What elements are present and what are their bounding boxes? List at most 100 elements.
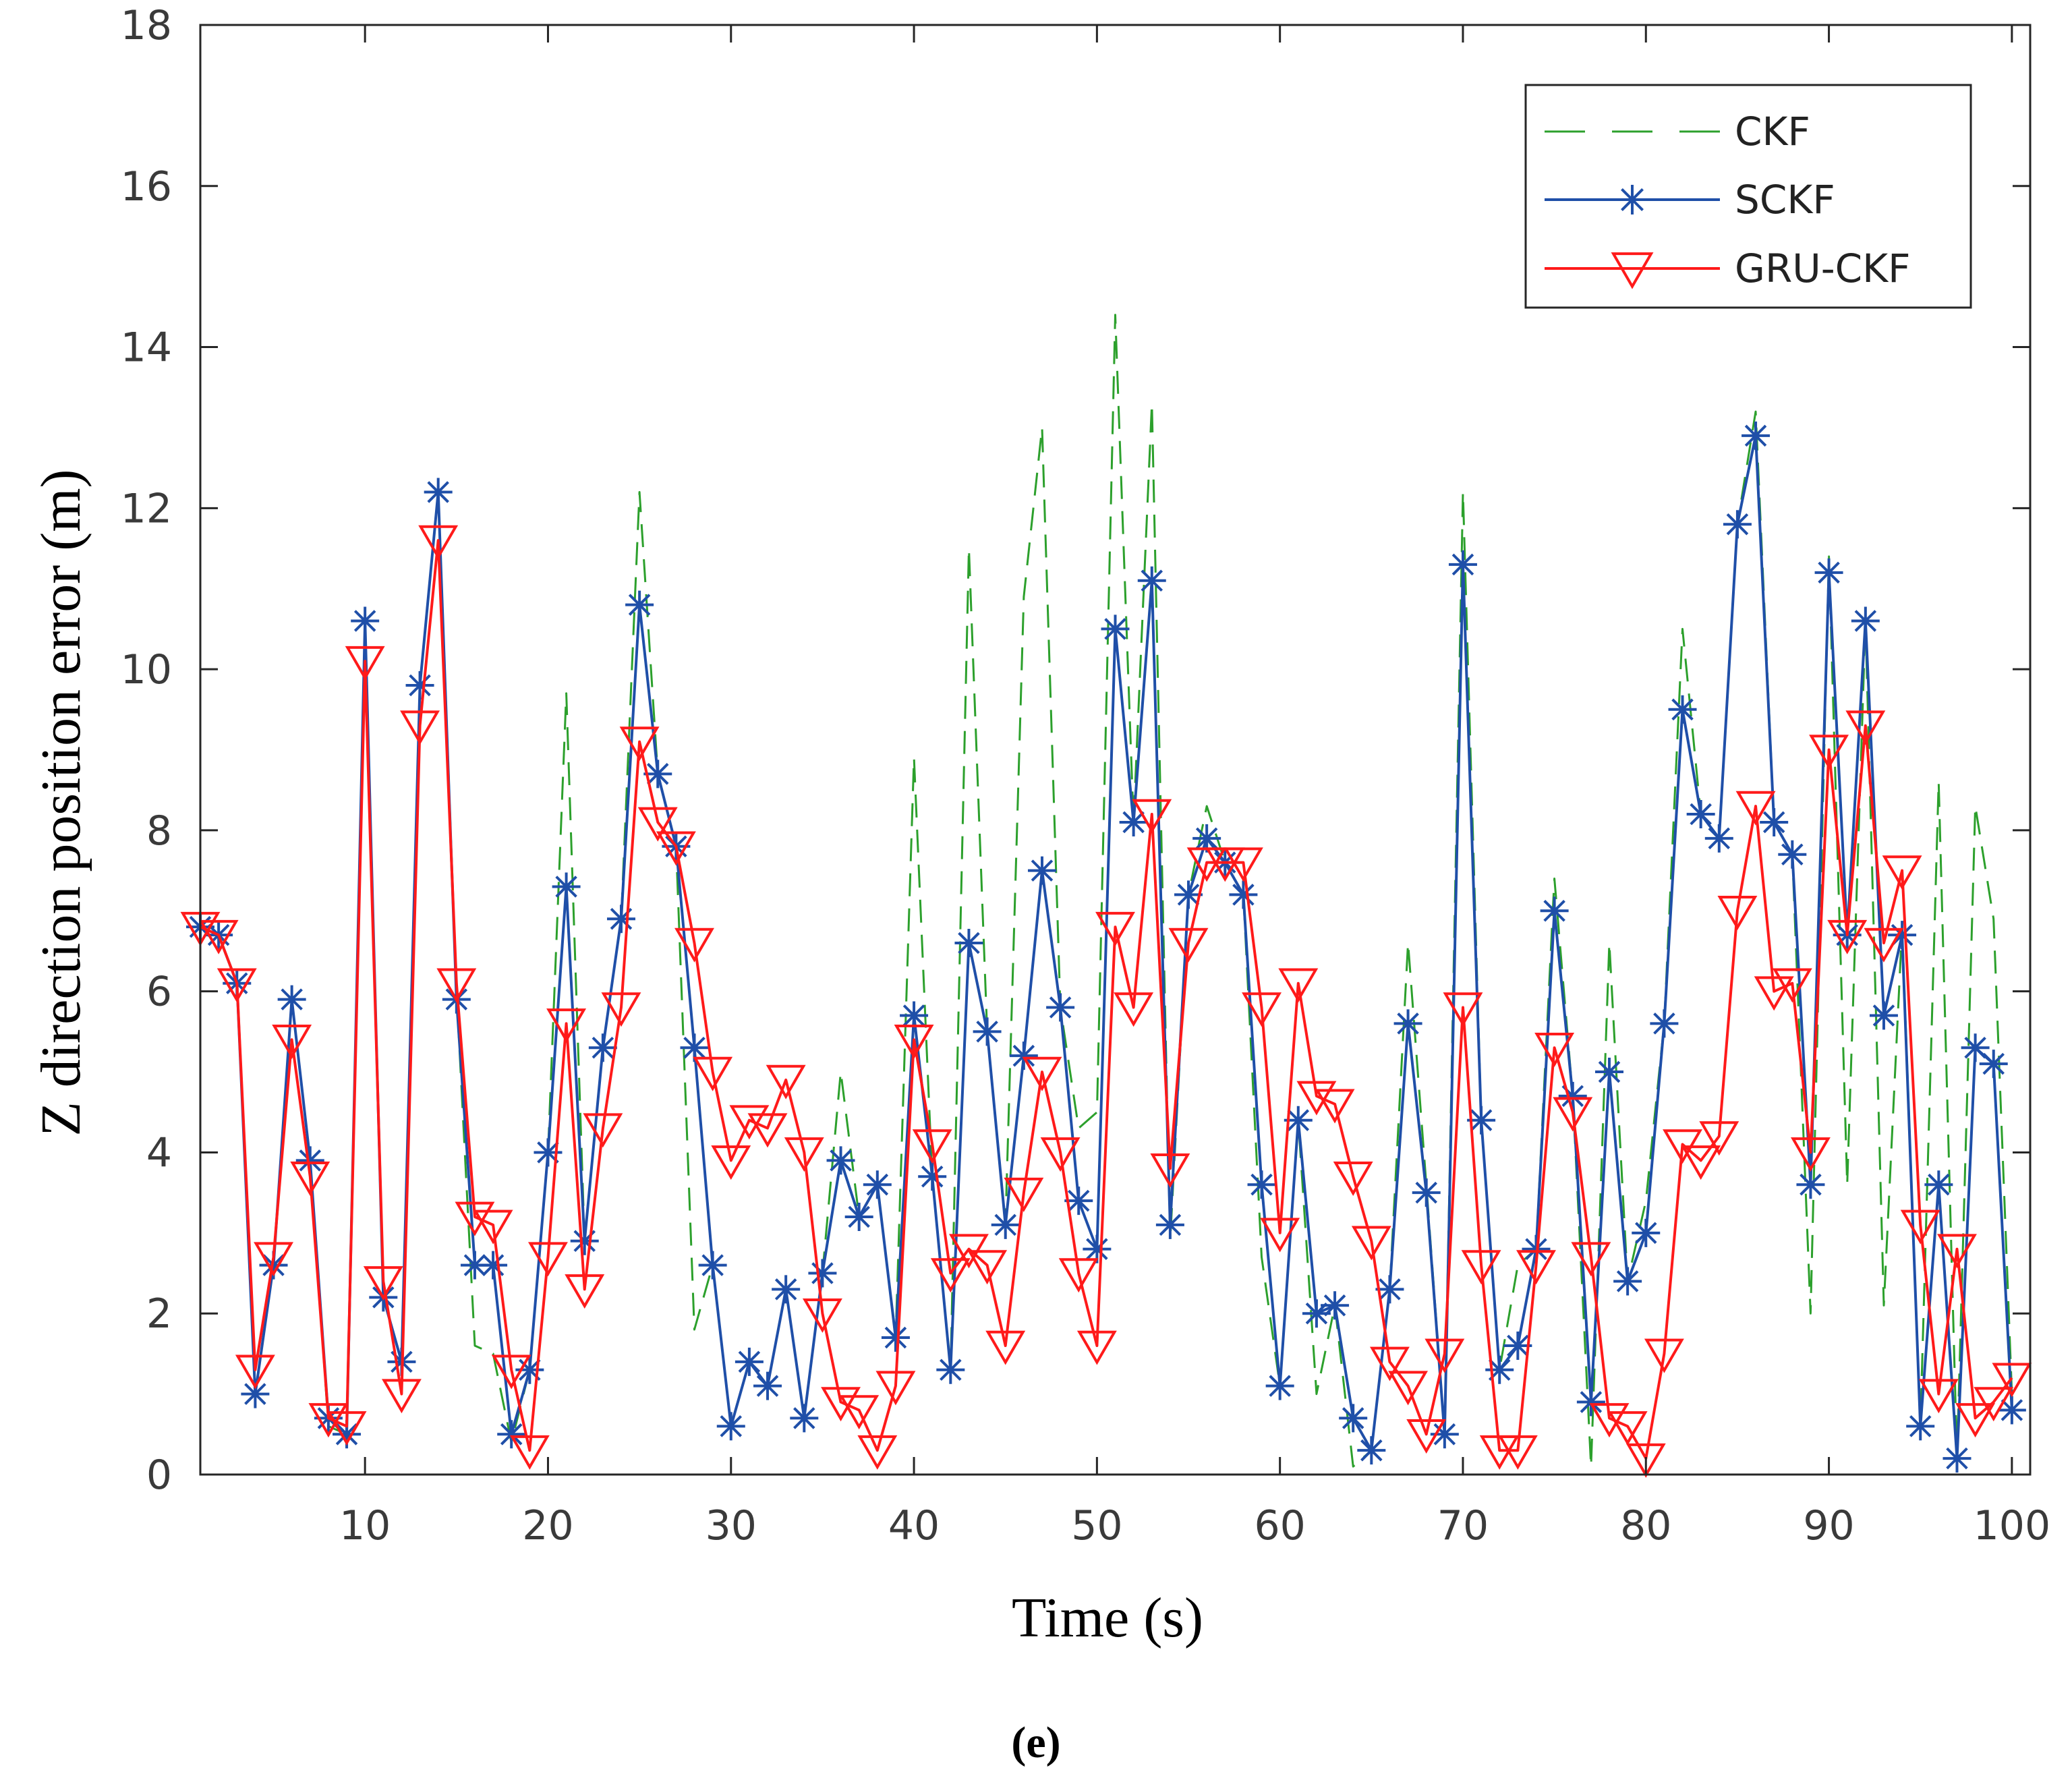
marker-triangle	[1864, 927, 1904, 963]
marker-asterisk	[1595, 1058, 1624, 1087]
marker-asterisk	[1339, 1404, 1368, 1433]
marker-triangle	[1900, 1209, 1940, 1245]
marker-triangle	[766, 1064, 806, 1099]
marker-triangle	[1589, 1403, 1630, 1438]
marker-asterisk	[1851, 606, 1880, 635]
marker-triangle	[1974, 1387, 2014, 1422]
marker-asterisk	[1357, 1436, 1386, 1465]
legend: CKF SCKF GRU-CKF	[1524, 84, 1972, 309]
marker-triangle	[619, 726, 660, 762]
marker-triangle	[1406, 1419, 1447, 1454]
plot-area	[180, 314, 2032, 1478]
marker-asterisk	[1412, 1178, 1441, 1207]
marker-triangle	[1611, 252, 1654, 289]
marker-triangle	[656, 831, 696, 866]
marker-triangle	[1553, 1097, 1593, 1132]
marker-triangle	[802, 1298, 842, 1333]
marker-asterisk	[900, 1001, 929, 1030]
marker-asterisk	[241, 1379, 270, 1408]
marker-triangle	[1918, 1379, 1959, 1414]
marker-triangle	[546, 1008, 587, 1044]
marker-asterisk	[826, 1146, 855, 1175]
marker-asterisk	[1540, 896, 1569, 925]
marker-asterisk	[716, 1412, 745, 1441]
marker-triangle	[1827, 919, 1868, 954]
marker-triangle	[1076, 1330, 1117, 1365]
marker-triangle	[857, 1435, 898, 1470]
marker-asterisk	[606, 905, 635, 934]
marker-triangle	[821, 1387, 861, 1422]
marker-asterisk	[680, 1033, 709, 1062]
marker-triangle	[784, 1137, 824, 1172]
marker-asterisk	[753, 1371, 782, 1400]
marker-asterisk	[863, 1170, 892, 1199]
marker-triangle	[1681, 1145, 1721, 1180]
marker-triangle	[747, 1113, 788, 1148]
marker-asterisk	[405, 670, 434, 699]
marker-triangle	[674, 927, 714, 963]
marker-asterisk	[954, 929, 983, 958]
marker-triangle	[1461, 1250, 1501, 1285]
marker-asterisk	[460, 1251, 489, 1280]
marker-asterisk	[534, 1138, 563, 1167]
marker-asterisk	[1924, 1170, 1953, 1199]
series-gru-ckf	[180, 525, 2032, 1478]
marker-triangle	[1443, 992, 1483, 1027]
marker-triangle	[1278, 968, 1319, 1003]
marker-asterisk	[881, 1323, 910, 1352]
marker-asterisk	[1321, 1291, 1350, 1320]
marker-triangle	[1388, 1371, 1429, 1406]
marker-triangle	[565, 1274, 605, 1309]
marker-triangle	[1571, 1242, 1611, 1277]
x-tick-label: 20	[522, 1502, 573, 1549]
y-tick-label: 2	[146, 1290, 172, 1338]
marker-asterisk	[1192, 824, 1221, 853]
marker-asterisk	[277, 985, 306, 1014]
marker-triangle	[235, 1354, 275, 1390]
marker-triangle	[308, 1403, 349, 1438]
marker-triangle	[1735, 791, 1776, 826]
marker-triangle	[1992, 1363, 2032, 1398]
marker-asterisk	[772, 1275, 801, 1304]
y-tick-label: 4	[146, 1129, 172, 1176]
marker-triangle	[198, 919, 239, 954]
marker-triangle	[839, 1395, 880, 1430]
marker-asterisk	[1247, 1170, 1276, 1199]
marker-triangle	[1351, 1226, 1391, 1261]
marker-asterisk	[1723, 510, 1752, 539]
marker-asterisk	[1027, 856, 1056, 885]
x-axis-title: Time (s)	[1012, 1587, 1203, 1649]
series-sckf	[186, 421, 2026, 1473]
marker-asterisk	[1064, 1187, 1093, 1216]
marker-triangle	[967, 1250, 1008, 1285]
legend-items: CKF SCKF GRU-CKF	[1545, 109, 1911, 291]
marker-triangle	[985, 1330, 1026, 1365]
marker-asterisk	[1284, 1106, 1313, 1135]
marker-asterisk	[808, 1259, 837, 1288]
series-line	[200, 434, 2013, 1460]
x-tick-label: 80	[1620, 1502, 1671, 1549]
x-tick-label: 100	[1974, 1502, 2051, 1549]
legend-item-sckf: SCKF	[1545, 177, 1835, 223]
marker-asterisk	[1430, 1420, 1459, 1449]
x-tick-label: 70	[1437, 1502, 1489, 1549]
marker-triangle	[930, 1258, 971, 1293]
marker-asterisk	[1393, 1009, 1422, 1038]
marker-asterisk	[1009, 1041, 1038, 1070]
marker-asterisk	[552, 872, 581, 901]
marker-triangle	[1058, 1258, 1099, 1293]
x-tick-label: 30	[706, 1502, 757, 1549]
marker-asterisk	[1119, 807, 1148, 836]
x-tick-label: 90	[1803, 1502, 1854, 1549]
marker-triangle	[491, 1354, 531, 1390]
marker-asterisk	[1155, 1210, 1184, 1239]
marker-asterisk	[424, 478, 453, 507]
legend-label: SCKF	[1735, 177, 1835, 223]
marker-triangle	[912, 1129, 952, 1164]
marker-asterisk	[1979, 1050, 2008, 1079]
marker-asterisk	[1942, 1444, 1972, 1473]
marker-triangle	[729, 1105, 770, 1140]
marker-triangle	[436, 968, 477, 1003]
marker-triangle	[1534, 1032, 1575, 1067]
